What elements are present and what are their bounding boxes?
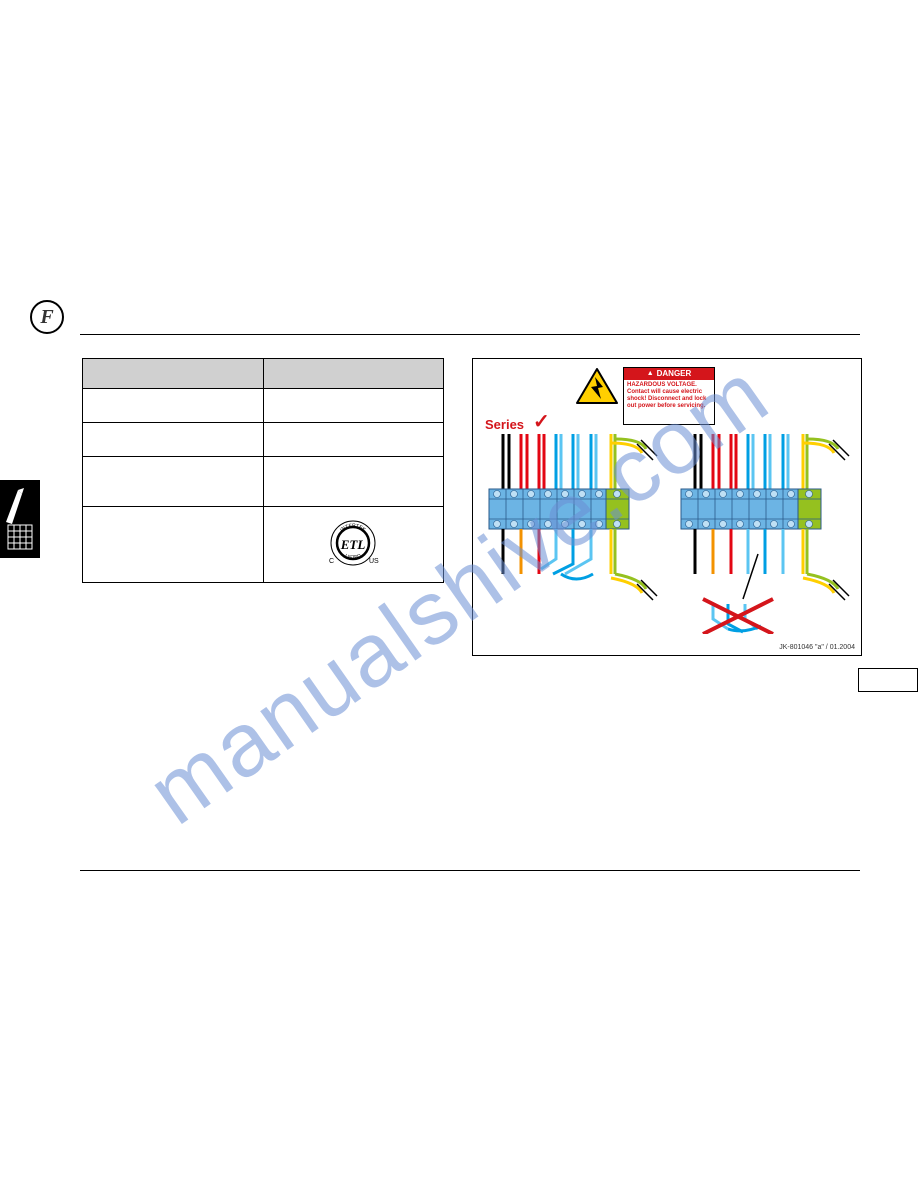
table-row <box>83 389 444 423</box>
cell <box>263 423 444 457</box>
table-header-row <box>83 359 444 389</box>
spec-table: ETL INTERTEK LISTED C US <box>82 358 444 583</box>
etl-listed-icon: ETL INTERTEK LISTED C US <box>323 513 383 573</box>
svg-text:ETL: ETL <box>340 537 366 552</box>
cell <box>83 389 264 423</box>
cell <box>83 457 264 507</box>
series-label: Series <box>485 417 524 432</box>
cell <box>263 389 444 423</box>
language-letter: F <box>40 306 53 329</box>
terminal-block-series <box>481 434 661 609</box>
etl-cell: ETL INTERTEK LISTED C US <box>263 507 444 583</box>
svg-text:C: C <box>329 558 334 565</box>
svg-text:INTERTEK: INTERTEK <box>339 523 367 534</box>
danger-label: DANGER HAZARDOUS VOLTAGE. Contact will c… <box>623 367 715 425</box>
checkmark-icon: ✓ <box>533 409 550 434</box>
cell <box>83 507 264 583</box>
divider-bottom <box>80 870 860 871</box>
terminal-block-wrong <box>673 434 853 609</box>
table-row <box>83 457 444 507</box>
hazard-triangle-icon <box>575 367 619 407</box>
th-1 <box>263 359 444 389</box>
svg-text:LISTED: LISTED <box>344 553 363 561</box>
section-tab-icon <box>0 480 40 558</box>
language-badge-f: F <box>30 300 64 334</box>
svg-text:US: US <box>369 558 379 565</box>
danger-title: DANGER <box>624 368 714 380</box>
cell <box>83 423 264 457</box>
wiring-diagram: DANGER HAZARDOUS VOLTAGE. Contact will c… <box>472 358 862 656</box>
table-row: ETL INTERTEK LISTED C US <box>83 507 444 583</box>
cell <box>263 457 444 507</box>
th-0 <box>83 359 264 389</box>
table-row <box>83 423 444 457</box>
diagram-ref: JK-801046 "a" / 01.2004 <box>779 644 855 651</box>
figure-number-box <box>858 668 918 692</box>
divider-top <box>80 334 860 335</box>
danger-body: HAZARDOUS VOLTAGE. Contact will cause el… <box>624 380 714 413</box>
